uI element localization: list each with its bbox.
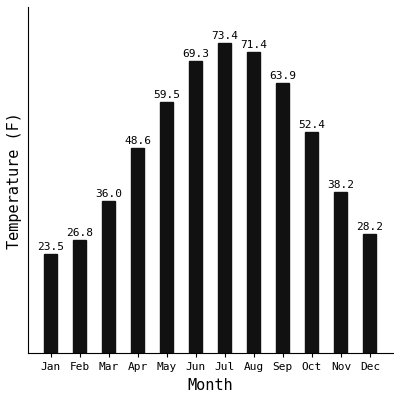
Bar (276, 84, 289, 354)
Bar (363, 234, 376, 354)
X-axis label: Month: Month (188, 378, 233, 393)
Bar (44, 254, 57, 354)
Text: 28.2: 28.2 (356, 222, 384, 232)
Bar (189, 61, 202, 354)
Bar (218, 43, 231, 354)
Bar (305, 132, 318, 354)
Bar (102, 201, 115, 354)
Bar (334, 192, 348, 354)
Bar (160, 102, 173, 354)
Text: 38.2: 38.2 (327, 180, 354, 190)
Text: 71.4: 71.4 (240, 40, 267, 50)
Text: 73.4: 73.4 (211, 31, 238, 41)
Text: 59.5: 59.5 (153, 90, 180, 100)
Text: 48.6: 48.6 (124, 136, 151, 146)
Bar (247, 52, 260, 354)
Text: 63.9: 63.9 (269, 71, 296, 81)
Text: 52.4: 52.4 (298, 120, 325, 130)
Bar (73, 240, 86, 354)
Text: 26.8: 26.8 (66, 228, 93, 238)
Text: 36.0: 36.0 (95, 189, 122, 199)
Y-axis label: Temperature (F): Temperature (F) (7, 112, 22, 249)
Text: 69.3: 69.3 (182, 48, 209, 58)
Bar (131, 148, 144, 354)
Text: 23.5: 23.5 (37, 242, 64, 252)
